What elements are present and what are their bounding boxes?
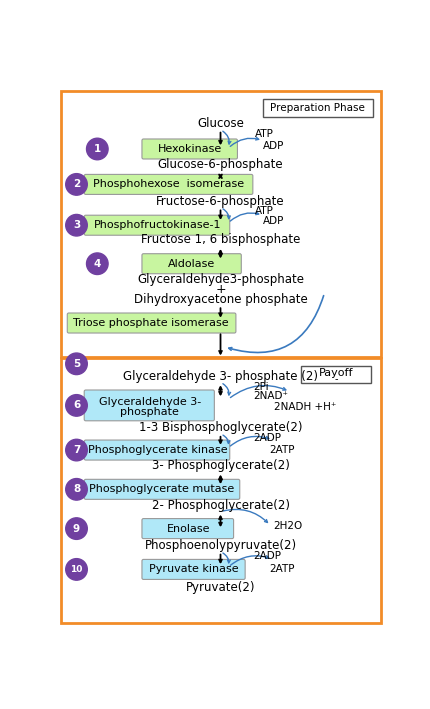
Text: Hexokinase: Hexokinase — [157, 144, 221, 154]
Text: Phosphofructokinase-1: Phosphofructokinase-1 — [93, 220, 221, 230]
FancyBboxPatch shape — [141, 559, 245, 579]
Text: +: + — [215, 283, 225, 296]
FancyBboxPatch shape — [141, 139, 237, 159]
Text: 2ATP: 2ATP — [268, 445, 294, 455]
Text: phosphate: phosphate — [120, 406, 179, 417]
FancyBboxPatch shape — [84, 216, 229, 235]
Circle shape — [66, 479, 87, 500]
Text: Enolase: Enolase — [166, 524, 209, 534]
Text: 4: 4 — [93, 259, 101, 269]
Text: ADP: ADP — [262, 216, 283, 225]
Circle shape — [66, 518, 87, 540]
Text: Phosphoglycerate mutase: Phosphoglycerate mutase — [89, 484, 234, 494]
Text: 10: 10 — [70, 565, 83, 574]
Circle shape — [66, 440, 87, 461]
Text: Phosphoenolypyruvate(2): Phosphoenolypyruvate(2) — [144, 539, 296, 552]
Text: Glyceraldehyde 3- phosphate (2): Glyceraldehyde 3- phosphate (2) — [123, 369, 317, 383]
Text: Fructose-6-phosphate: Fructose-6-phosphate — [156, 195, 284, 208]
Text: Pyruvate kinase: Pyruvate kinase — [148, 564, 238, 574]
Text: Preparation Phase: Preparation Phase — [270, 104, 364, 113]
Circle shape — [86, 138, 108, 160]
Text: Triose phosphate isomerase: Triose phosphate isomerase — [73, 318, 228, 328]
Text: Payoff: Payoff — [318, 368, 353, 378]
Text: 2NADH +H⁺: 2NADH +H⁺ — [274, 402, 336, 412]
Text: 5: 5 — [73, 359, 80, 369]
Text: 3- Phosphoglycerate(2): 3- Phosphoglycerate(2) — [151, 459, 289, 472]
FancyBboxPatch shape — [84, 174, 252, 194]
Bar — [301, 366, 370, 383]
Text: Glucose: Glucose — [197, 117, 243, 130]
Text: ATP: ATP — [255, 128, 273, 138]
FancyBboxPatch shape — [84, 390, 214, 421]
Text: 2ATP: 2ATP — [268, 564, 294, 574]
Text: 2H2O: 2H2O — [272, 520, 301, 530]
Text: Glyceraldehyde 3-: Glyceraldehyde 3- — [98, 396, 200, 406]
Circle shape — [66, 214, 87, 236]
Text: 2ADP: 2ADP — [252, 551, 280, 561]
Bar — [61, 91, 380, 357]
Text: Pyruvate(2): Pyruvate(2) — [185, 581, 255, 593]
FancyBboxPatch shape — [84, 440, 229, 460]
Text: 2NAD⁺: 2NAD⁺ — [252, 391, 287, 401]
Text: 7: 7 — [73, 445, 80, 455]
Text: 1: 1 — [93, 144, 101, 154]
Text: Dihydroxyacetone phosphate: Dihydroxyacetone phosphate — [133, 293, 307, 306]
Text: Aldolase: Aldolase — [167, 259, 215, 269]
Circle shape — [86, 253, 108, 274]
Text: 6: 6 — [73, 401, 80, 411]
Text: Phosphohexose  isomerase: Phosphohexose isomerase — [93, 179, 244, 189]
Bar — [262, 99, 372, 118]
Text: 2: 2 — [73, 179, 80, 189]
FancyBboxPatch shape — [84, 479, 239, 499]
Text: 9: 9 — [73, 524, 80, 534]
Circle shape — [66, 395, 87, 416]
Text: Glucose-6-phosphate: Glucose-6-phosphate — [157, 158, 283, 171]
Text: 8: 8 — [73, 484, 80, 494]
Text: ATP: ATP — [255, 206, 273, 216]
Text: 1-3 Bisphosphoglycerate(2): 1-3 Bisphosphoglycerate(2) — [138, 421, 301, 434]
Circle shape — [66, 174, 87, 195]
Text: -: - — [334, 374, 337, 384]
Circle shape — [66, 353, 87, 374]
Text: Glyceraldehyde3-phosphate: Glyceraldehyde3-phosphate — [137, 273, 303, 286]
FancyBboxPatch shape — [141, 254, 241, 274]
Text: 2- Phosphoglycerate(2): 2- Phosphoglycerate(2) — [151, 499, 289, 512]
Text: ADP: ADP — [262, 141, 283, 151]
Bar — [61, 359, 380, 623]
Text: Fructose 1, 6 bisphosphate: Fructose 1, 6 bisphosphate — [141, 233, 299, 246]
Circle shape — [66, 559, 87, 580]
Text: Phosphoglycerate kinase: Phosphoglycerate kinase — [87, 445, 227, 455]
FancyBboxPatch shape — [67, 313, 235, 333]
Text: 2ADP: 2ADP — [252, 432, 280, 442]
FancyBboxPatch shape — [141, 518, 233, 539]
Text: 3: 3 — [73, 220, 80, 230]
Text: 2Pi: 2Pi — [252, 382, 268, 392]
